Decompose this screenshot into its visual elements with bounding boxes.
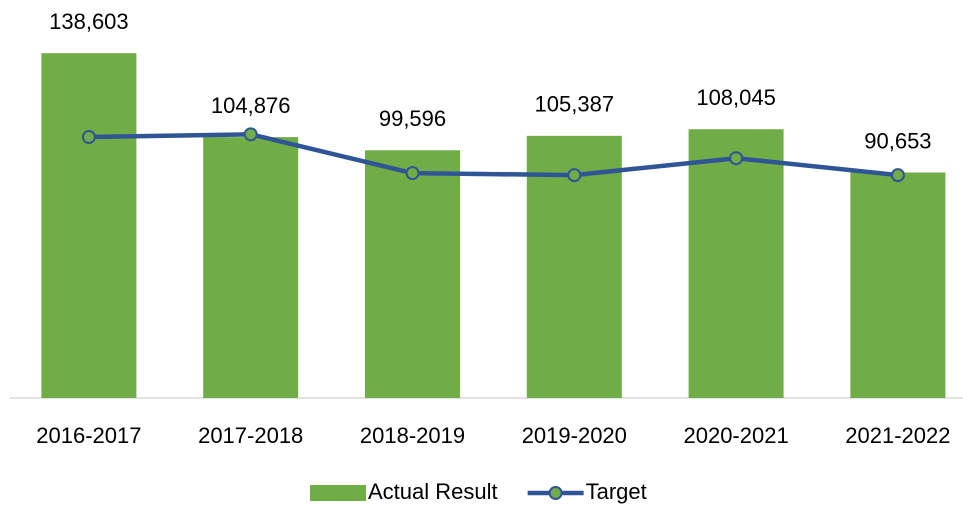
bar (203, 137, 299, 398)
line-marker (890, 168, 905, 183)
data-label: 104,876 (211, 93, 291, 118)
line-marker (81, 130, 96, 145)
line-marker (243, 127, 258, 142)
data-label: 108,045 (696, 85, 776, 110)
x-tick-label: 2016-2017 (36, 423, 141, 448)
bar (41, 53, 137, 398)
bar (688, 129, 784, 398)
bar (850, 172, 946, 398)
legend-label: Target (586, 479, 647, 504)
bar (365, 150, 460, 398)
x-tick-label: 2020-2021 (683, 423, 788, 448)
legend-marker (548, 486, 563, 500)
x-tick-label: 2017-2018 (198, 423, 303, 448)
line-marker (729, 151, 744, 166)
legend-label: Actual Result (368, 479, 498, 504)
line-marker (405, 166, 420, 181)
data-label: 105,387 (535, 92, 615, 117)
x-tick-label: 2021-2022 (845, 423, 950, 448)
line-marker (567, 168, 582, 183)
x-tick-label: 2018-2019 (360, 423, 465, 448)
legend-swatch (310, 485, 366, 501)
x-tick-label: 2019-2020 (522, 423, 627, 448)
data-label: 99,596 (379, 106, 446, 131)
data-label: 90,653 (864, 128, 931, 153)
line (88, 132, 899, 178)
data-label: 138,603 (49, 9, 129, 34)
